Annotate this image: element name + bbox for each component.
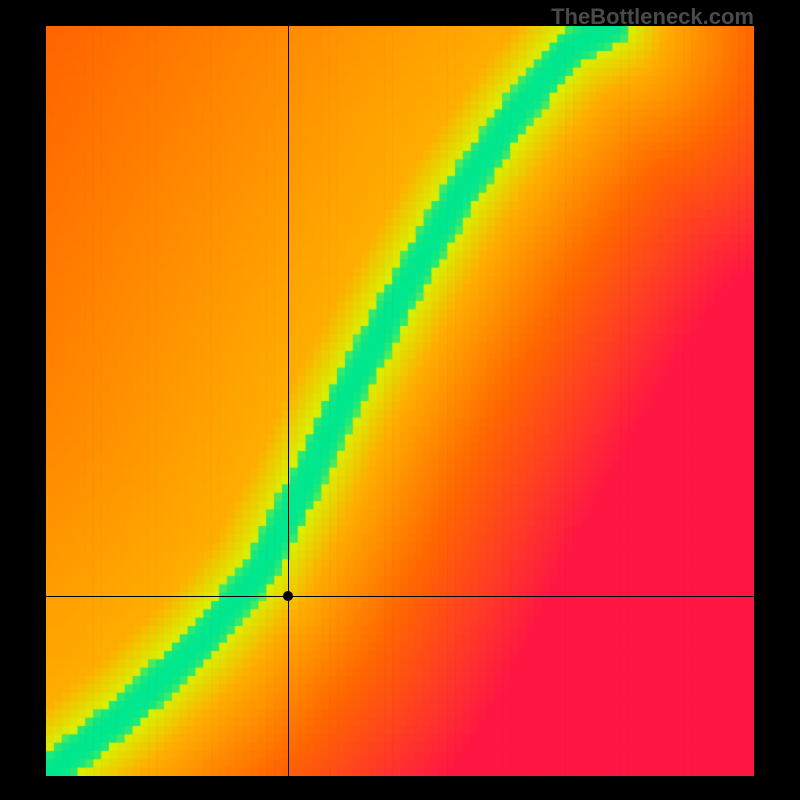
watermark-text: TheBottleneck.com xyxy=(551,4,754,30)
crosshair-horizontal xyxy=(46,596,754,597)
crosshair-vertical xyxy=(288,26,289,776)
bottleneck-heatmap xyxy=(46,26,754,776)
chart-container: TheBottleneck.com xyxy=(0,0,800,800)
